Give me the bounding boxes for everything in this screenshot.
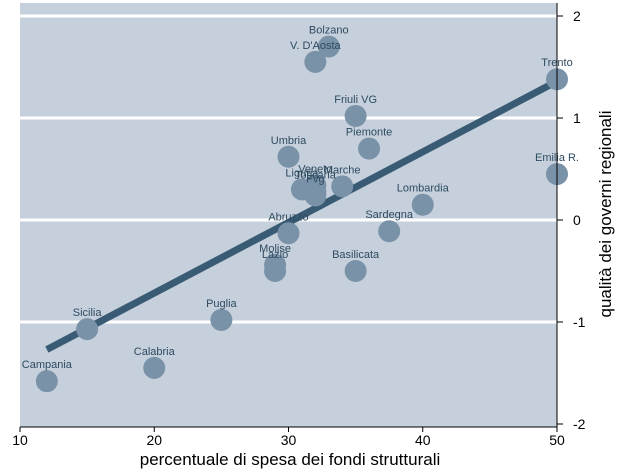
point-label: Lombardia	[397, 183, 450, 195]
data-point	[344, 104, 367, 127]
point-label: Sardegna	[365, 209, 414, 221]
point-label: Molise	[259, 243, 291, 255]
y-tick-label: 0	[573, 212, 581, 228]
point-label: Piemonte	[346, 127, 392, 139]
x-axis: 10 20 30 40 50	[12, 426, 565, 448]
fit-line-group	[45, 78, 559, 353]
plot-area	[20, 3, 557, 427]
point-label: Friuli VG	[334, 94, 377, 106]
y-tick-label: -1	[573, 314, 586, 330]
point-label: V. D'Aosta	[290, 40, 341, 52]
data-point	[304, 184, 327, 207]
data-point	[331, 175, 354, 198]
data-point	[317, 35, 340, 58]
y-tick-label: 2	[573, 8, 581, 24]
data-point	[344, 260, 367, 282]
point-label: Abruzzo	[268, 211, 308, 223]
data-point	[411, 193, 434, 216]
point-label: Sicilia	[73, 307, 103, 319]
data-point	[143, 356, 166, 379]
point-label: Fvg	[306, 174, 324, 186]
data-point	[304, 50, 327, 73]
x-tick-label: 40	[415, 432, 431, 448]
data-point	[277, 222, 300, 245]
x-tick-label: 50	[549, 432, 565, 448]
point-label: Basilicata	[332, 249, 380, 261]
x-tick-label: 30	[281, 432, 297, 448]
points-group	[35, 35, 568, 393]
data-point	[35, 370, 58, 393]
point-label: Puglia	[206, 298, 237, 310]
point-label: Bolzano	[309, 25, 349, 37]
point-label: Marche	[324, 164, 361, 176]
data-point	[210, 308, 233, 331]
data-point	[264, 260, 287, 282]
point-label: Lazio	[262, 249, 288, 261]
data-point	[358, 137, 381, 160]
x-axis-title: percentuale di spesa dei fondi struttura…	[140, 450, 441, 469]
data-point	[378, 220, 401, 243]
y-tick-label: -2	[573, 416, 586, 432]
point-label: Calabria	[134, 346, 176, 358]
point-label: Liguria	[285, 167, 319, 179]
data-point	[76, 318, 99, 341]
point-label: Campania	[22, 359, 73, 371]
point-label: Veneto	[298, 163, 332, 175]
data-point	[277, 145, 300, 168]
y-axis: -2 -1 0 1 2	[556, 3, 586, 432]
x-tick-label: 20	[146, 432, 162, 448]
y-axis-title: qualità dei governi regionali	[596, 111, 615, 318]
x-tick-label: 10	[12, 432, 28, 448]
point-label: Umbria	[271, 135, 307, 147]
y-tick-label: 1	[573, 110, 581, 126]
fit-line	[45, 78, 559, 353]
point-label: Toscana	[295, 169, 337, 181]
